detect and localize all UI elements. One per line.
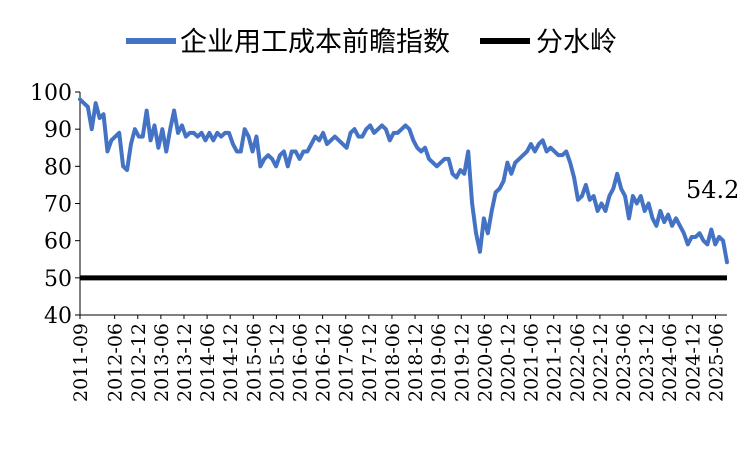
- series-line-index: [78, 97, 729, 265]
- x-tick-label: 2025-06: [705, 323, 727, 402]
- x-tick-label: 2024-06: [659, 323, 681, 402]
- legend: 企业用工成本前瞻指数 分水岭: [126, 27, 617, 58]
- x-tick-label: 2020-12: [497, 323, 519, 402]
- y-tick-label: 50: [44, 267, 72, 292]
- x-tick-label: 2016-12: [313, 323, 335, 402]
- x-tick-label: 2015-12: [266, 323, 288, 402]
- x-tick-label: 2017-06: [336, 323, 358, 402]
- x-tick-label: 2014-06: [197, 323, 219, 402]
- x-tick-label: 2022-06: [567, 323, 589, 402]
- y-tick-label: 90: [44, 118, 72, 143]
- x-tick-label: 2019-06: [428, 323, 450, 402]
- y-tick-label: 100: [30, 81, 72, 106]
- x-tick-label: 2015-06: [243, 323, 265, 402]
- x-tick-label: 2023-06: [613, 323, 635, 402]
- last-value-label: 54.2: [686, 176, 739, 204]
- x-tick-label: 2012-06: [105, 323, 127, 402]
- x-tick-label: 2021-06: [521, 323, 543, 402]
- y-tick-label: 70: [44, 193, 72, 218]
- x-tick-label: 2019-12: [451, 323, 473, 402]
- plot-area: [78, 97, 729, 281]
- y-tick-label: 80: [44, 155, 72, 180]
- y-tick-label: 40: [44, 304, 72, 329]
- y-tick-label: 60: [44, 230, 72, 255]
- legend-label-index: 企业用工成本前瞻指数: [180, 27, 450, 58]
- x-tick-label: 2012-12: [128, 323, 150, 402]
- x-tick-label: 2024-12: [682, 323, 704, 402]
- x-tick-label: 2018-12: [405, 323, 427, 402]
- x-tick-label: 2023-12: [636, 323, 658, 402]
- x-tick-label: 2013-12: [174, 323, 196, 402]
- x-tick-label: 2018-06: [382, 323, 404, 402]
- x-tick-label: 2021-12: [544, 323, 566, 402]
- x-tick-label: 2022-12: [590, 323, 612, 402]
- x-tick-label: 2013-06: [151, 323, 173, 402]
- legend-label-watershed: 分水岭: [536, 27, 617, 58]
- x-tick-label: 2014-12: [220, 323, 242, 402]
- x-tick-label: 2011-09: [70, 323, 92, 402]
- x-tick-label: 2020-06: [474, 323, 496, 402]
- x-tick-label: 2017-12: [359, 323, 381, 402]
- x-tick-label: 2016-06: [290, 323, 312, 402]
